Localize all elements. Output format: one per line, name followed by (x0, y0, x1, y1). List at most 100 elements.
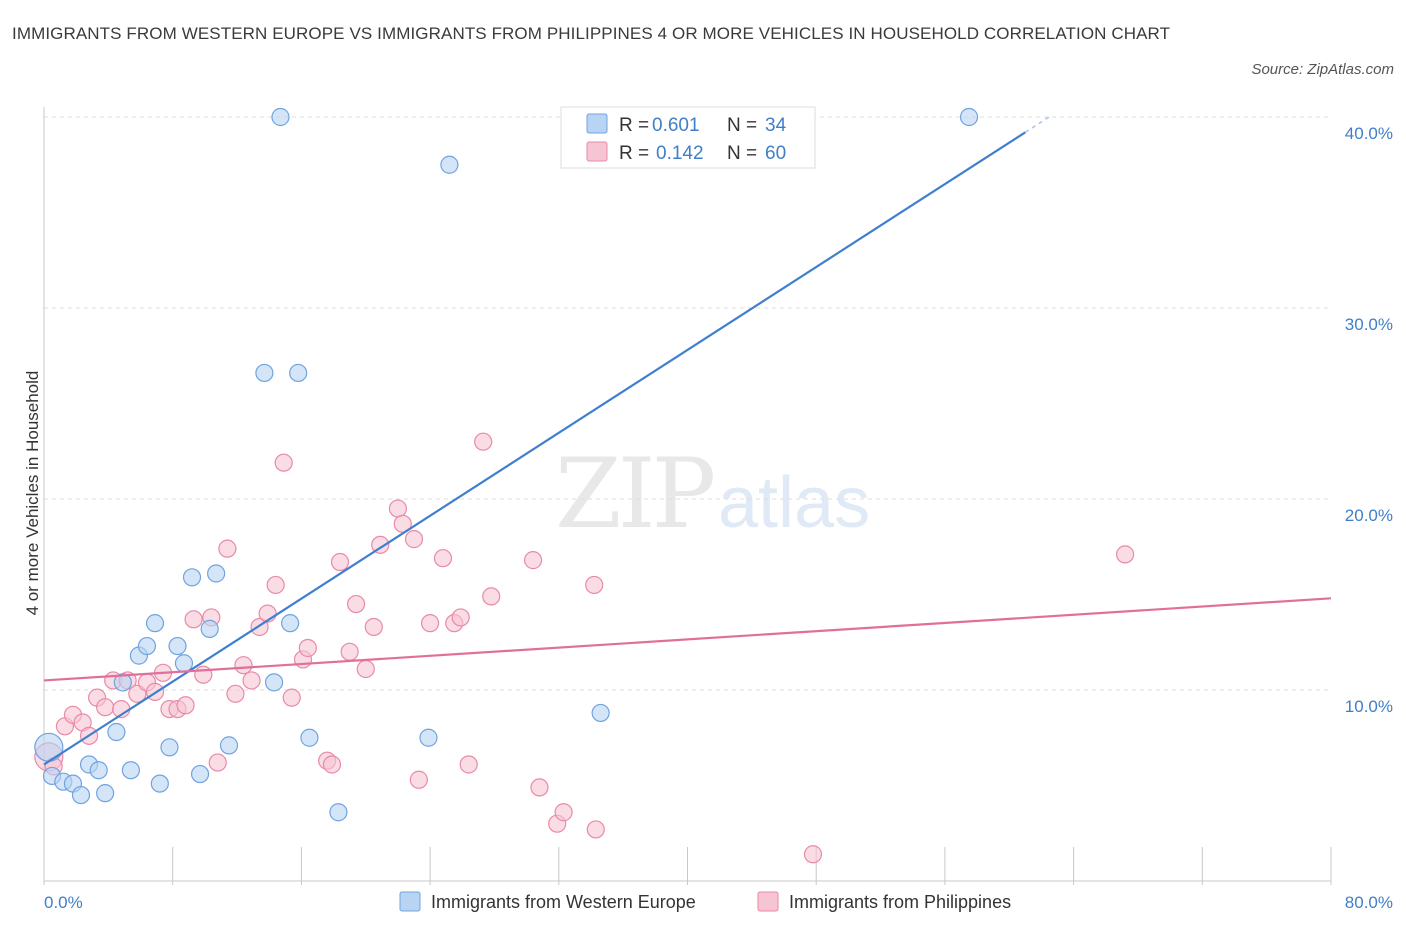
series-western-europe-points (34, 107, 979, 822)
gridlines (44, 116, 1331, 691)
point-philippines-28 (266, 575, 285, 595)
point-western-europe-19 (190, 764, 210, 784)
chart-title: IMMIGRANTS FROM WESTERN EUROPE VS IMMIGR… (12, 24, 1171, 43)
point-philippines-35 (330, 552, 350, 572)
series-legend-label-philippines: Immigrants from Philippines (789, 892, 1011, 912)
legend-n-label-1: N = (727, 115, 757, 136)
point-philippines-46 (433, 549, 453, 568)
point-western-europe-9 (113, 673, 132, 692)
legend-n-value-2: 60 (765, 143, 786, 164)
point-western-europe-33 (959, 107, 979, 127)
point-philippines-7 (96, 698, 115, 717)
point-philippines-58 (803, 845, 823, 864)
point-philippines-18 (184, 610, 203, 629)
point-philippines-55 (554, 803, 573, 822)
point-philippines-17 (176, 696, 195, 715)
point-western-europe-16 (168, 636, 187, 656)
legend-r-label-1: R = (619, 115, 649, 136)
point-philippines-25 (242, 671, 261, 690)
trend-line-philippines (43, 597, 1332, 682)
x-tick-label-min: 0.0% (44, 893, 83, 912)
chart-source: Source: ZipAtlas.com (1251, 61, 1394, 78)
legend-n-value-1: 34 (765, 115, 787, 136)
svg-text:ZIP: ZIP (555, 438, 714, 550)
point-western-europe-20 (200, 619, 219, 638)
series-legend-swatch-pink (757, 891, 779, 912)
legend-r-value-2: 0.142 (656, 143, 704, 164)
point-western-europe-12 (137, 636, 157, 656)
point-western-europe-18 (182, 568, 202, 587)
point-western-europe-10 (121, 761, 140, 780)
y-tick-labels: 10.0% 20.0% 30.0% 40.0% (1345, 124, 1393, 716)
y-axis-label: 4 or more Vehicles in Household (23, 371, 42, 616)
point-philippines-32 (298, 638, 317, 658)
point-philippines-51 (482, 587, 501, 606)
series-philippines-points (34, 432, 1135, 864)
y-tick-label-20: 20.0% (1345, 506, 1393, 525)
point-philippines-40 (371, 535, 390, 554)
point-philippines-36 (340, 642, 359, 661)
x-tick-label-max: 80.0% (1345, 893, 1393, 912)
point-western-europe-6 (89, 761, 108, 780)
point-western-europe-4 (71, 785, 91, 805)
point-philippines-29 (274, 453, 293, 472)
point-philippines-19 (194, 665, 213, 684)
point-western-europe-31 (440, 155, 459, 174)
point-philippines-34 (322, 755, 342, 774)
point-western-europe-14 (150, 774, 169, 793)
point-philippines-59 (1115, 545, 1135, 564)
series-legend-swatch-blue (399, 891, 421, 912)
point-philippines-49 (459, 755, 478, 774)
point-western-europe-15 (160, 738, 179, 757)
point-western-europe-8 (107, 722, 126, 742)
point-philippines-43 (404, 530, 424, 549)
stats-legend: R = 0.601 N = 34 R = 0.142 N = 60 (560, 106, 816, 169)
point-western-europe-25 (271, 107, 290, 127)
trend-line-western-europe (43, 131, 1026, 766)
legend-swatch-blue (586, 113, 608, 134)
point-philippines-50 (474, 432, 493, 451)
point-philippines-44 (409, 770, 428, 789)
point-philippines-48 (451, 608, 470, 627)
point-western-europe-32 (591, 703, 610, 723)
legend-r-label-2: R = (619, 143, 649, 164)
point-philippines-41 (388, 499, 408, 518)
legend-r-value-1: 0.601 (652, 115, 700, 136)
legend-n-label-2: N = (727, 143, 757, 164)
point-western-europe-28 (300, 728, 319, 747)
point-western-europe-29 (329, 803, 348, 822)
point-western-europe-26 (281, 614, 300, 633)
point-western-europe-13 (145, 614, 165, 633)
series-legend: Immigrants from Western Europe Immigrant… (399, 891, 1011, 912)
point-philippines-45 (421, 614, 440, 633)
point-western-europe-0 (34, 732, 64, 762)
trend-lines (43, 116, 1332, 766)
point-philippines-24 (234, 656, 253, 675)
y-tick-label-40: 40.0% (1345, 124, 1393, 143)
trend-line-western-europe-extension (1024, 116, 1050, 133)
point-western-europe-7 (96, 784, 115, 803)
x-tick-marks (43, 847, 1332, 885)
y-tick-label-10: 10.0% (1345, 697, 1393, 716)
point-philippines-30 (282, 688, 301, 707)
point-western-europe-27 (289, 363, 308, 383)
point-western-europe-23 (255, 363, 274, 383)
point-philippines-57 (586, 820, 605, 839)
svg-text:atlas: atlas (718, 463, 870, 543)
legend-swatch-pink (586, 141, 608, 162)
point-philippines-39 (364, 617, 383, 637)
point-philippines-22 (218, 539, 237, 558)
point-western-europe-22 (219, 736, 239, 755)
point-philippines-53 (530, 778, 549, 797)
point-philippines-21 (208, 753, 227, 772)
point-philippines-37 (346, 594, 366, 614)
watermark: ZIP atlas (555, 438, 870, 550)
point-philippines-56 (585, 575, 604, 595)
point-western-europe-30 (419, 728, 438, 747)
point-philippines-52 (523, 551, 543, 570)
point-western-europe-21 (207, 564, 226, 583)
series-legend-label-western-europe: Immigrants from Western Europe (431, 892, 696, 912)
point-philippines-23 (226, 684, 245, 703)
point-philippines-38 (356, 659, 375, 679)
